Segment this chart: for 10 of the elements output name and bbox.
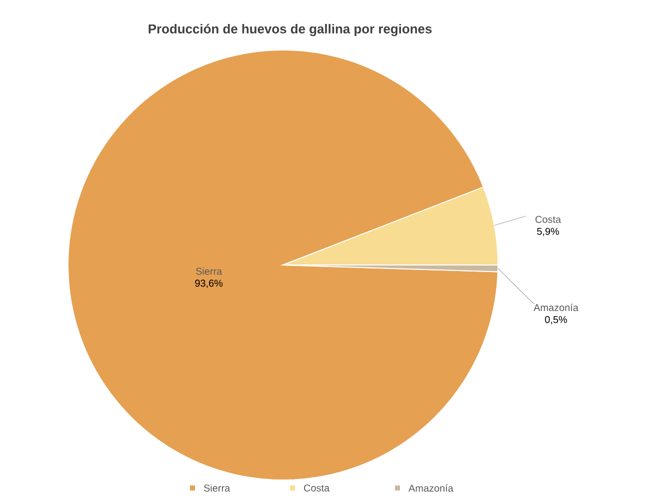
data-label: 93,6% xyxy=(195,280,223,288)
data-label: 5,9% xyxy=(537,228,560,236)
legend-label: Costa xyxy=(304,484,330,492)
legend-label: Sierra xyxy=(204,484,230,492)
slice-label: Costa xyxy=(535,216,562,223)
slice-label: Sierra xyxy=(196,267,222,275)
chart-title: Producción de huevos de gallina por regiones xyxy=(148,24,432,36)
slice-label: Amazonía xyxy=(534,304,578,312)
data-label: 0,5% xyxy=(545,316,568,324)
legend-label: Amazonía xyxy=(408,484,454,492)
